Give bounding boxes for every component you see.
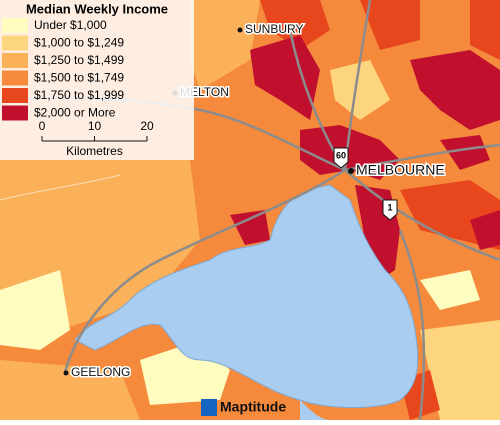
road [63,168,346,373]
boundary [0,174,121,201]
brand-icon [201,399,217,416]
region [410,50,500,130]
legend-label: $1,000 to $1,249 [34,36,124,50]
region [360,0,420,50]
legend-swatch [2,18,28,33]
legend-swatch [2,70,28,86]
legend-label: $2,000 or More [34,106,116,120]
place-label: GEELONG [71,365,130,379]
legend-swatch [2,88,28,103]
legend-label: $1,500 to $1,749 [34,71,124,85]
route-number: 1 [387,202,392,212]
place-label: SUNBURY [245,22,303,36]
region [470,210,500,250]
place-dot [63,370,69,376]
legend-title: Median Weekly Income [26,1,168,16]
brand: Maptitude [220,399,286,415]
region [190,0,260,90]
road [398,229,426,421]
scale-unit: Kilometres [66,144,123,158]
region [300,125,400,180]
scale-label: 0 [39,119,46,133]
region [0,270,70,350]
region [420,270,480,310]
region [420,320,500,420]
road [344,143,500,172]
legend-label: $1,750 to $1,999 [34,88,124,102]
region [250,35,320,120]
place-dot [237,27,243,33]
route-shield [333,147,349,169]
region [440,135,490,170]
scale-label: 20 [140,119,154,133]
legend-box [0,0,194,160]
route-shield [382,199,398,221]
route-number: 60 [336,150,346,160]
region [0,360,140,420]
legend-swatch [2,53,28,68]
legend-swatch [2,35,28,51]
legend-label: $1,250 to $1,499 [34,53,124,67]
place-dot [348,168,354,174]
region [260,0,330,50]
legend-swatch [2,105,28,121]
scale-label: 10 [88,119,102,133]
region [230,210,270,245]
region [470,0,500,60]
water-bay [74,184,419,408]
region [330,60,390,120]
legend-label: Under $1,000 [34,18,107,32]
road [344,169,500,262]
place-label: MELBOURNE [356,162,445,178]
water [300,400,330,420]
